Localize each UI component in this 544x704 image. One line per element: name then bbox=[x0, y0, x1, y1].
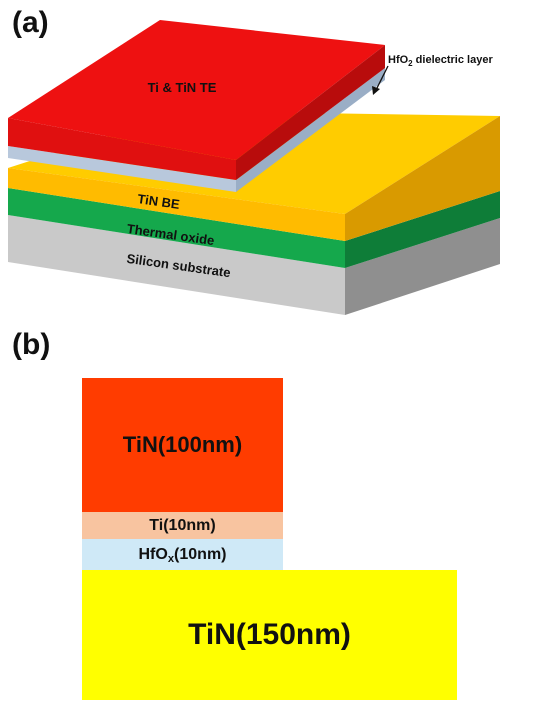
tin-top-label: TiN(100nm) bbox=[122, 432, 243, 457]
bottom-electrode-label: TiN BE bbox=[137, 191, 181, 212]
dielectric-side bbox=[236, 68, 385, 192]
panel-b-label: (b) bbox=[12, 328, 51, 361]
substrate-side bbox=[345, 218, 500, 315]
layer-stack-3d-diagram: Ti & TiN TE TiN BE Thermal oxide Silicon… bbox=[8, 20, 500, 315]
top-electrode-top bbox=[8, 20, 385, 160]
dielectric-front bbox=[8, 146, 236, 192]
top-electrode-front bbox=[8, 118, 236, 180]
bottom-electrode-front bbox=[8, 168, 345, 241]
dielectric-pointer-arrow bbox=[375, 65, 389, 91]
top-electrode-side bbox=[236, 45, 385, 180]
oxide-front bbox=[8, 188, 345, 268]
top-electrode-label: Ti & TiN TE bbox=[148, 80, 217, 95]
oxide-side bbox=[345, 191, 500, 268]
hfox-label: HfOx(10nm) bbox=[138, 545, 227, 566]
panel-a-label: (a) bbox=[12, 6, 49, 39]
ti-layer: Ti(10nm) bbox=[82, 512, 283, 539]
tin-bottom-layer: TiN(150nm) bbox=[82, 570, 457, 700]
bottom-electrode-side bbox=[345, 116, 500, 241]
tin-top-layer: TiN(100nm) bbox=[82, 378, 283, 512]
ti-label: Ti(10nm) bbox=[149, 516, 216, 534]
dielectric-pointer-arrowhead bbox=[372, 86, 380, 95]
substrate-front bbox=[8, 215, 345, 315]
tin-bottom-label: TiN(150nm) bbox=[188, 618, 351, 651]
hfox-layer: HfOx(10nm) bbox=[82, 539, 283, 570]
dielectric-label: HfO2 dielectric layer bbox=[388, 54, 493, 68]
